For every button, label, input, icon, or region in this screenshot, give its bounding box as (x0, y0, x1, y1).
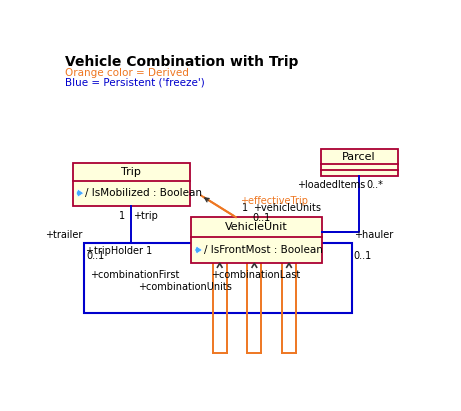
Bar (73, 162, 189, 206)
Text: 0..1: 0..1 (354, 251, 372, 261)
Text: 0..*: 0..* (367, 180, 384, 190)
Text: Parcel: Parcel (342, 152, 376, 162)
Text: / IsMobilized : Boolean: / IsMobilized : Boolean (85, 188, 202, 198)
Text: Blue = Persistent ('freeze'): Blue = Persistent ('freeze') (65, 77, 205, 87)
Text: +loadedItems: +loadedItems (297, 180, 366, 190)
Text: +combinationUnits: +combinationUnits (138, 282, 232, 292)
Polygon shape (76, 189, 84, 197)
Text: Orange color = Derived: Orange color = Derived (65, 68, 189, 78)
Text: / IsFrontMost : Boolean: / IsFrontMost : Boolean (204, 245, 323, 255)
Text: Trip: Trip (121, 166, 141, 177)
Text: Vehicle Combination with Trip: Vehicle Combination with Trip (65, 55, 298, 69)
Text: +effectiveTrip: +effectiveTrip (240, 196, 308, 206)
Bar (191, 217, 322, 263)
Bar (320, 150, 397, 176)
Text: 1: 1 (119, 211, 125, 221)
Bar (84, 243, 352, 313)
Text: +combinationFirst: +combinationFirst (90, 270, 180, 280)
Text: +vehicleUnits: +vehicleUnits (253, 203, 321, 213)
Text: +tripHolder 1: +tripHolder 1 (87, 246, 153, 256)
Text: +trailer: +trailer (45, 229, 83, 240)
Text: 0..1: 0..1 (87, 251, 105, 261)
Text: 1: 1 (242, 203, 248, 213)
Text: +combinationLast: +combinationLast (211, 270, 301, 280)
Text: VehicleUnit: VehicleUnit (225, 222, 288, 232)
Text: +hauler: +hauler (354, 229, 393, 240)
Polygon shape (195, 246, 202, 254)
Text: 0..1: 0..1 (253, 213, 271, 223)
Text: +trip: +trip (134, 211, 158, 221)
